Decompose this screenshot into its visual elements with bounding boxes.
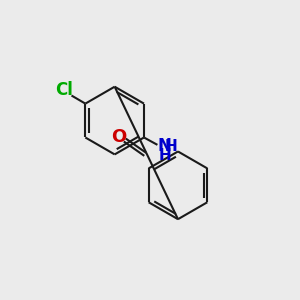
Text: O: O [111,128,126,146]
Text: H: H [165,139,178,154]
Text: H: H [158,148,171,163]
Text: N: N [158,137,172,155]
Text: Cl: Cl [55,81,73,99]
